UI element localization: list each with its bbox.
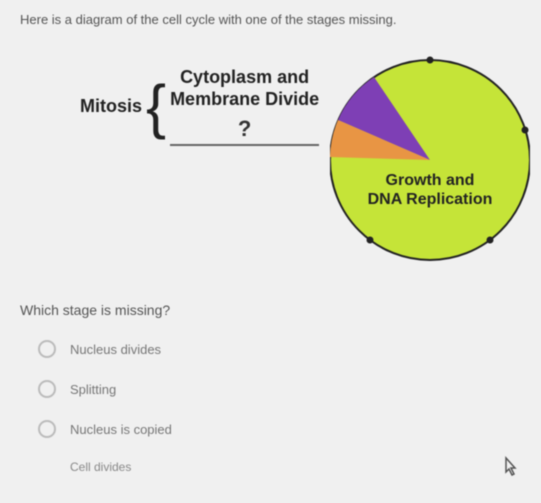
intro-text: Here is a diagram of the cell cycle with… bbox=[20, 12, 521, 27]
pie-main-label: Growth and DNA Replication bbox=[330, 171, 530, 209]
unknown-stage: ? bbox=[170, 116, 319, 146]
choice-3[interactable]: Nucleus is copied bbox=[38, 420, 521, 438]
pie-label-line1: Growth and bbox=[330, 171, 530, 190]
choice-3-label: Nucleus is copied bbox=[70, 422, 172, 437]
choice-2[interactable]: Splitting bbox=[38, 380, 521, 398]
brace-line1: Cytoplasm and bbox=[170, 67, 319, 89]
radio-icon bbox=[38, 340, 56, 358]
choice-2-label: Splitting bbox=[70, 382, 116, 397]
brace-icon: { bbox=[146, 77, 166, 137]
mitosis-label: Mitosis bbox=[80, 96, 142, 117]
radio-icon bbox=[38, 420, 56, 438]
mitosis-brace-group: Mitosis { Cytoplasm and Membrane Divide … bbox=[80, 67, 319, 146]
diagram: Mitosis { Cytoplasm and Membrane Divide … bbox=[20, 47, 521, 282]
choice-1[interactable]: Nucleus divides bbox=[38, 340, 521, 358]
brace-content: Cytoplasm and Membrane Divide ? bbox=[170, 67, 319, 146]
brace-line2: Membrane Divide bbox=[170, 89, 319, 111]
pie-chart: Growth and DNA Replication bbox=[330, 55, 530, 270]
choice-4-label: Cell divides bbox=[70, 460, 521, 474]
choice-1-label: Nucleus divides bbox=[70, 342, 161, 357]
pie-label-line2: DNA Replication bbox=[330, 190, 530, 209]
question-text: Which stage is missing? bbox=[20, 302, 521, 318]
cursor-icon bbox=[501, 456, 519, 481]
radio-icon bbox=[38, 380, 56, 398]
